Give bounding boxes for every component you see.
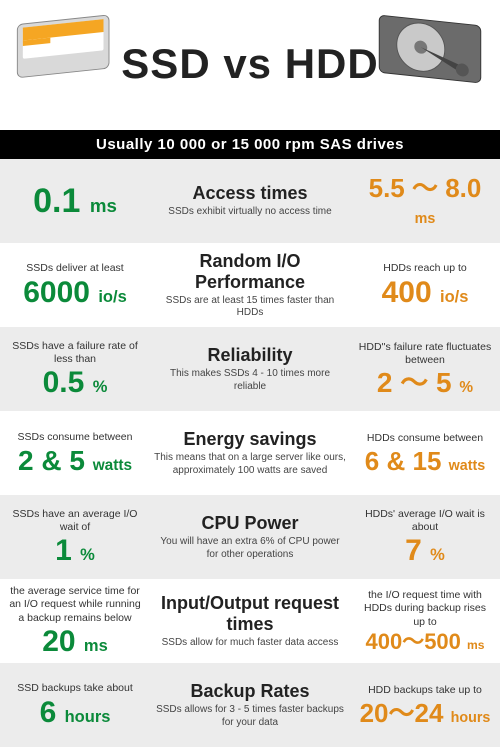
category-title: Access times xyxy=(154,183,346,204)
category-title: Random I/O Performance xyxy=(154,251,346,293)
ssd-lead: SSDs consume between xyxy=(8,431,142,444)
header: SSD vs HDD xyxy=(0,0,500,130)
ssd-value: 1 % xyxy=(8,536,142,566)
hdd-cell: the I/O request time with HDDs during ba… xyxy=(350,579,500,663)
category-cell: Backup RatesSSDs allows for 3 - 5 times … xyxy=(150,663,350,747)
ssd-cell: SSDs consume between 2 & 5 watts xyxy=(0,411,150,495)
ssd-cell: SSD backups take about 6 hours xyxy=(0,663,150,747)
hdd-value: 7 % xyxy=(358,536,492,566)
ssd-value: 6000 io/s xyxy=(8,278,142,308)
category-desc: SSDs allows for 3 - 5 times faster backu… xyxy=(154,704,346,729)
hdd-lead: HDDs reach up to xyxy=(358,262,492,275)
hdd-lead: HDD''s failure rate fluctuates between xyxy=(358,341,492,367)
hdd-icon xyxy=(370,8,490,83)
hdd-cell: HDDs' average I/O wait is about7 % xyxy=(350,495,500,579)
comparison-row: SSD backups take about 6 hours Backup Rate… xyxy=(0,663,500,747)
ssd-value: 0.5 % xyxy=(8,368,142,398)
category-title: Energy savings xyxy=(154,429,346,450)
ssd-lead: SSDs have a failure rate of less than xyxy=(8,340,142,366)
hdd-lead: HDD backups take up to xyxy=(358,684,492,697)
category-desc: This makes SSDs 4 - 10 times more reliab… xyxy=(154,368,346,393)
category-title: Reliability xyxy=(154,345,346,366)
comparison-table: 0.1 ms Access times SSDs exhibit virtually… xyxy=(0,159,500,747)
hdd-value: 20～24 hours xyxy=(358,700,492,726)
hdd-cell: HDD backups take up to 20～24 hours xyxy=(350,663,500,747)
category-desc: You will have an extra 6% of CPU power f… xyxy=(154,536,346,561)
comparison-row: SSDs have an average I/O wait of1 %CPU P… xyxy=(0,495,500,579)
category-desc: SSDs allow for much faster data access xyxy=(154,637,346,650)
hdd-value: 6 & 15 watts xyxy=(358,448,492,474)
ssd-cell: 0.1 ms xyxy=(0,159,150,243)
ssd-lead: SSDs deliver at least xyxy=(8,262,142,275)
ssd-cell: SSDs have an average I/O wait of1 % xyxy=(0,495,150,579)
comparison-row: SSDs have a failure rate of less than0.5… xyxy=(0,327,500,411)
hdd-lead: HDDs consume between xyxy=(358,432,492,445)
category-title: Backup Rates xyxy=(154,681,346,702)
hdd-lead: HDDs' average I/O wait is about xyxy=(358,508,492,534)
ssd-value: 2 & 5 watts xyxy=(8,447,142,475)
ssd-lead: SSD backups take about xyxy=(8,682,142,695)
category-title: Input/Output request times xyxy=(154,593,346,635)
category-desc: SSDs exhibit virtually no access time xyxy=(154,206,346,219)
category-desc: SSDs are at least 15 times faster than H… xyxy=(154,295,346,320)
category-title: CPU Power xyxy=(154,513,346,534)
ssd-value: 20 ms xyxy=(8,627,142,657)
category-cell: Input/Output request times SSDs allow for… xyxy=(150,579,350,663)
ssd-lead: the average service time for an I/O requ… xyxy=(8,585,142,624)
hdd-value: 2 ～ 5 % xyxy=(358,369,492,397)
hdd-lead: the I/O request time with HDDs during ba… xyxy=(358,589,492,628)
ssd-value: 6 hours xyxy=(8,698,142,728)
category-cell: CPU PowerYou will have an extra 6% of CP… xyxy=(150,495,350,579)
category-cell: Energy savingsThis means that on a large… xyxy=(150,411,350,495)
category-cell: Access times SSDs exhibit virtually no ac… xyxy=(150,159,350,243)
category-cell: Random I/O PerformanceSSDs are at least … xyxy=(150,243,350,327)
category-cell: ReliabilityThis makes SSDs 4 - 10 times … xyxy=(150,327,350,411)
comparison-row: SSDs consume between 2 & 5 watts Energy sa… xyxy=(0,411,500,495)
subtitle-bar: Usually 10 000 or 15 000 rpm SAS drives xyxy=(0,130,500,159)
ssd-cell: SSDs deliver at least 6000 io/s xyxy=(0,243,150,327)
hdd-value: 400 io/s xyxy=(358,278,492,308)
ssd-cell: SSDs have a failure rate of less than0.5… xyxy=(0,327,150,411)
hdd-cell: HDD''s failure rate fluctuates between2 … xyxy=(350,327,500,411)
ssd-icon xyxy=(10,8,120,83)
comparison-row: the average service time for an I/O requ… xyxy=(0,579,500,663)
category-desc: This means that on a large server like o… xyxy=(154,452,346,477)
ssd-lead: SSDs have an average I/O wait of xyxy=(8,508,142,534)
infographic-root: SSD vs HDD Usually 10 000 or 15 000 rpm … xyxy=(0,0,500,747)
hdd-value: 400～500 ms xyxy=(358,631,492,653)
ssd-value: 0.1 ms xyxy=(8,184,142,218)
hdd-cell: HDDs reach up to 400 io/s xyxy=(350,243,500,327)
ssd-cell: the average service time for an I/O requ… xyxy=(0,579,150,663)
comparison-row: SSDs deliver at least 6000 io/s Random I/O… xyxy=(0,243,500,327)
hdd-value: 5.5 ～ 8.0 ms xyxy=(358,175,492,227)
comparison-row: 0.1 ms Access times SSDs exhibit virtually… xyxy=(0,159,500,243)
hdd-cell: HDDs consume between 6 & 15 watts xyxy=(350,411,500,495)
hdd-cell: 5.5 ～ 8.0 ms xyxy=(350,159,500,243)
